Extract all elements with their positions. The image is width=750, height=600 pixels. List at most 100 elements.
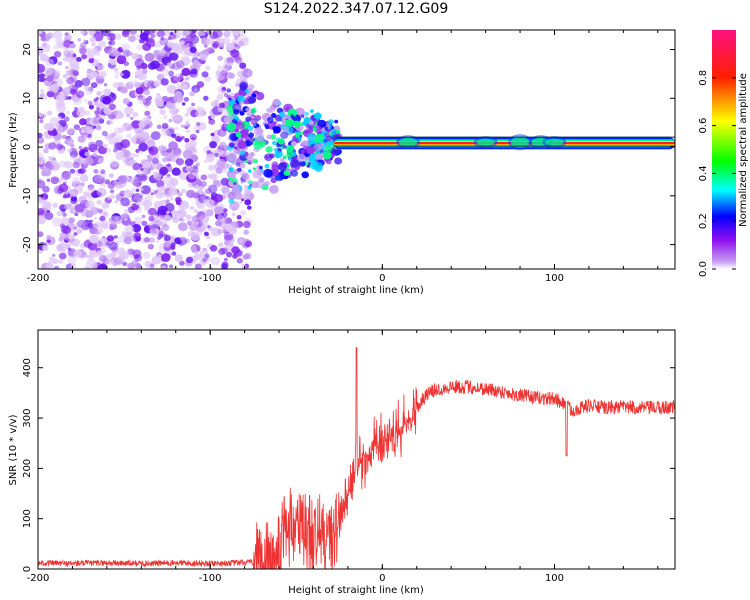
transition-blob [328,119,334,125]
noise-blob [158,145,166,152]
noise-blob [180,218,185,223]
noise-blob [67,56,73,63]
noise-blob [172,109,179,116]
noise-blob [201,71,209,78]
noise-blob [200,174,208,181]
noise-blob [148,207,157,216]
noise-blob [47,260,52,264]
noise-blob [109,189,115,194]
noise-blob [55,244,63,251]
noise-blob [80,128,86,134]
noise-blob [123,208,130,214]
noise-blob [185,120,190,124]
noise-blob [100,169,106,175]
chart-title: S124.2022.347.07.12.G09 [263,1,449,17]
transition-blob [254,115,262,121]
transition-blob [299,160,306,167]
noise-blob [62,74,68,79]
noise-blob [121,231,127,236]
noise-blob [57,94,66,102]
snr-panel: -200 -100 0 100 0 100 200 300 400 Height of stra… [8,329,676,596]
transition-blob [247,125,254,131]
noise-blob [143,30,151,36]
noise-blob [219,124,223,128]
noise-blob [78,195,87,204]
noise-blob [87,133,92,138]
noise-blob [110,251,117,258]
transition-blob [301,121,307,126]
noise-blob [205,65,211,71]
transition-blob [334,157,343,165]
noise-blob [84,110,91,116]
noise-blob [160,78,169,86]
transition-blob [251,115,255,120]
noise-blob [107,195,112,200]
noise-blob [147,96,153,101]
noise-blob [120,251,130,260]
noise-blob [217,77,222,82]
noise-blob [56,210,63,217]
noise-blob [189,32,197,38]
noise-blob [61,134,67,140]
noise-blob [63,49,72,58]
transition-blob [300,140,309,148]
transition-blob [312,127,317,131]
noise-blob [46,90,55,98]
noise-blob [100,30,106,33]
noise-blob [74,80,83,88]
noise-blob [62,194,67,199]
noise-blob [119,72,124,77]
noise-blob [99,215,106,222]
noise-blob [206,150,211,154]
transition-blob [272,98,281,106]
noise-blob [179,260,185,266]
noise-blob [150,60,160,69]
transition-blob [290,169,299,177]
noise-blob [79,118,87,126]
noise-blob [106,148,112,153]
transition-blob [313,143,323,152]
noise-blob [135,201,141,206]
transition-blob [287,108,298,118]
transition-blob [228,177,232,181]
transition-blob [237,140,247,149]
noise-blob [186,189,196,199]
noise-blob [179,73,185,77]
noise-blob [231,246,240,255]
noise-blob [179,237,184,241]
noise-blob [226,251,233,258]
noise-blob [88,104,94,110]
noise-blob [189,46,197,54]
noise-blob [64,86,71,93]
noise-blob [169,31,174,36]
noise-blob [137,96,147,105]
tone-bump-core [399,137,418,147]
noise-blob [72,96,82,106]
noise-blob [60,217,69,225]
noise-blob [192,171,197,176]
noise-blob [164,235,171,241]
noise-blob [115,134,123,141]
noise-blob [142,98,149,105]
noise-blob [108,136,118,145]
noise-blob [214,98,220,104]
noise-blob [52,217,62,227]
transition-blob [298,131,304,136]
noise-blob [103,83,108,87]
noise-blob [209,173,218,181]
noise-blob [163,241,171,248]
noise-blob [91,42,96,47]
noise-blob [209,141,218,149]
noise-blob [186,215,197,225]
transition-blob [277,162,287,171]
noise-blob [163,175,174,185]
noise-blob [79,47,87,55]
noise-blob [48,256,54,261]
noise-blob [171,167,181,176]
noise-blob [176,191,183,197]
noise-blob [38,63,46,73]
noise-blob [169,264,174,269]
transition-blob [237,95,246,103]
noise-blob [46,178,51,182]
